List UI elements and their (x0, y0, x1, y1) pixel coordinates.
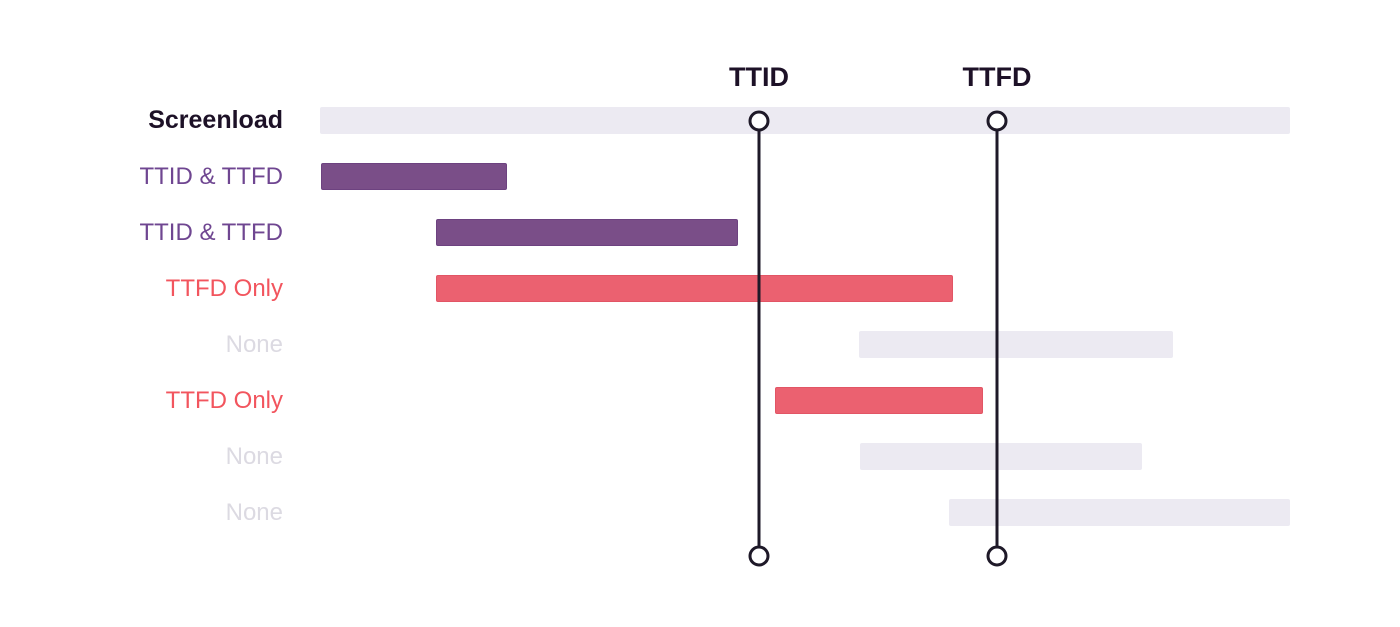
span-bar-none-7 (949, 499, 1290, 526)
ttid-marker-label: TTID (729, 62, 789, 92)
ttfd-bottom-circle (986, 545, 1008, 567)
row-label-ttfd-3: TTFD Only (165, 275, 283, 302)
row-label-ttfd-5: TTFD Only (165, 387, 283, 414)
row-label-none-6: None (225, 443, 283, 470)
span-bar-screenload-0 (320, 107, 1290, 134)
row-label-none-7: None (225, 499, 283, 526)
ttid-marker-line (757, 121, 761, 556)
span-bar-both-1 (321, 163, 507, 190)
ttid-top-circle (748, 110, 770, 132)
ttfd-marker-label: TTFD (962, 62, 1032, 92)
span-bar-both-2 (436, 219, 738, 246)
span-bar-none-6 (860, 443, 1142, 470)
span-bar-ttfd-3 (436, 275, 953, 302)
row-label-both-2: TTID & TTFD (139, 219, 283, 246)
row-label-both-1: TTID & TTFD (139, 163, 283, 190)
ttfd-top-circle (986, 110, 1008, 132)
span-bar-ttfd-5 (775, 387, 983, 414)
ttfd-marker-line (995, 121, 999, 556)
ttid-bottom-circle (748, 545, 770, 567)
row-label-screenload-0: Screenload (148, 106, 283, 134)
row-label-none-4: None (225, 331, 283, 358)
span-bar-none-4 (859, 331, 1173, 358)
